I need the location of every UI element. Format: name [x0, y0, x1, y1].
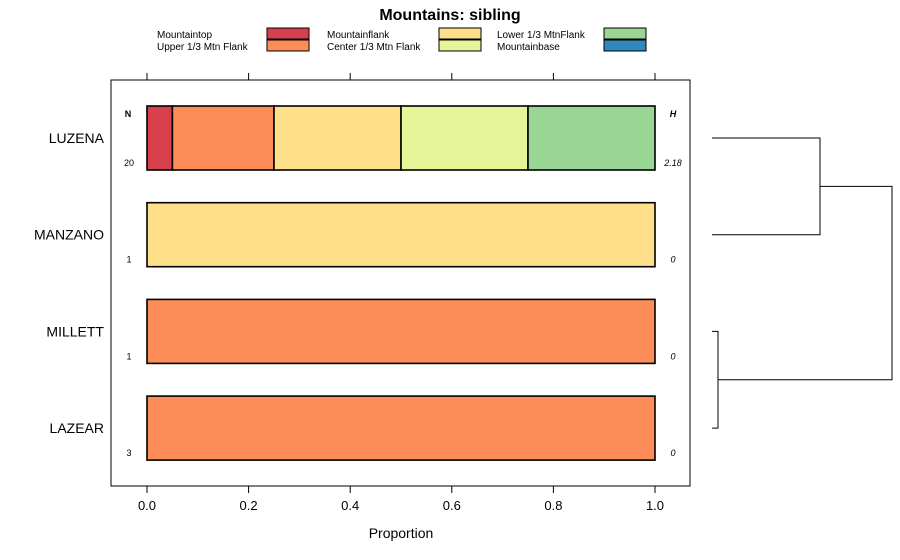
legend-swatch-mountainbase [603, 39, 647, 52]
legend-label-upper-1-3-mtn-flank: Upper 1/3 Mtn Flank [157, 42, 249, 53]
legend-swatch-lower-1-3-mtnflank [603, 27, 647, 40]
legend-swatch-mountaintop [266, 27, 310, 40]
n-value-luzena: 20 [124, 158, 134, 168]
bar-manzano-mountainflank [146, 201, 656, 268]
category-labels: LUZENA MANZANO MILLETT LAZEAR [34, 130, 105, 436]
legend-label-mountainbase: Mountainbase [497, 42, 560, 53]
plot-panel [110, 79, 691, 487]
x-tick-label: 0.6 [443, 498, 461, 513]
h-header: H [670, 109, 677, 119]
n-value-millett: 1 [126, 351, 131, 361]
x-tick-label: 0.4 [341, 498, 359, 513]
legend-label-mountaintop: Mountaintop [157, 30, 212, 41]
n-value-manzano: 1 [126, 255, 131, 265]
category-label-millett: MILLETT [46, 323, 104, 339]
legend-swatch-mountainflank [438, 27, 482, 40]
bar-luzena-upper-1-3-mtn-flank [171, 105, 275, 171]
bar-millett-upper-1-3-mtn-flank [146, 298, 656, 365]
h-labels: 2.18 0 0 0 [663, 158, 682, 458]
bar-luzena-mountainflank [273, 105, 402, 171]
x-axis: 0.0 0.2 0.4 0.6 0.8 1.0 [138, 73, 664, 513]
bar-luzena-mountaintop [146, 105, 174, 171]
h-value-lazear: 0 [670, 448, 675, 458]
n-labels: 20 1 1 3 [124, 158, 134, 458]
legend-swatch-upper-1-3-mtn-flank [266, 39, 310, 52]
x-tick-label: 0.8 [544, 498, 562, 513]
dendrogram-root [718, 185, 893, 381]
legend-swatch-center-1-3-mtn-flank [438, 39, 482, 52]
bar-luzena-lower-1-3-mtnflank [527, 105, 656, 171]
dendrogram [712, 137, 893, 429]
x-axis-label: Proportion [369, 525, 434, 541]
legend-label-mountainflank: Mountainflank [327, 30, 390, 41]
bar-luzena-center-1-3-mtn-flank [400, 105, 529, 171]
h-value-luzena: 2.18 [663, 158, 682, 168]
x-tick-label: 0.2 [240, 498, 258, 513]
dendrogram-branch [712, 330, 719, 429]
dendrogram-branch [712, 137, 821, 236]
h-value-manzano: 0 [670, 255, 675, 265]
x-tick-label: 0.0 [138, 498, 156, 513]
legend-label-lower-1-3-mtnflank: Lower 1/3 MtnFlank [497, 30, 586, 41]
category-label-manzano: MANZANO [34, 227, 104, 243]
category-label-luzena: LUZENA [49, 130, 105, 146]
n-value-lazear: 3 [126, 448, 131, 458]
category-label-lazear: LAZEAR [50, 420, 104, 436]
bars [146, 105, 656, 461]
chart-title: Mountains: sibling [379, 7, 520, 24]
x-tick-label: 1.0 [646, 498, 664, 513]
h-value-millett: 0 [670, 351, 675, 361]
legend-label-center-1-3-mtn-flank: Center 1/3 Mtn Flank [327, 42, 421, 53]
bar-lazear-upper-1-3-mtn-flank [146, 395, 656, 461]
n-header: N [125, 109, 132, 119]
